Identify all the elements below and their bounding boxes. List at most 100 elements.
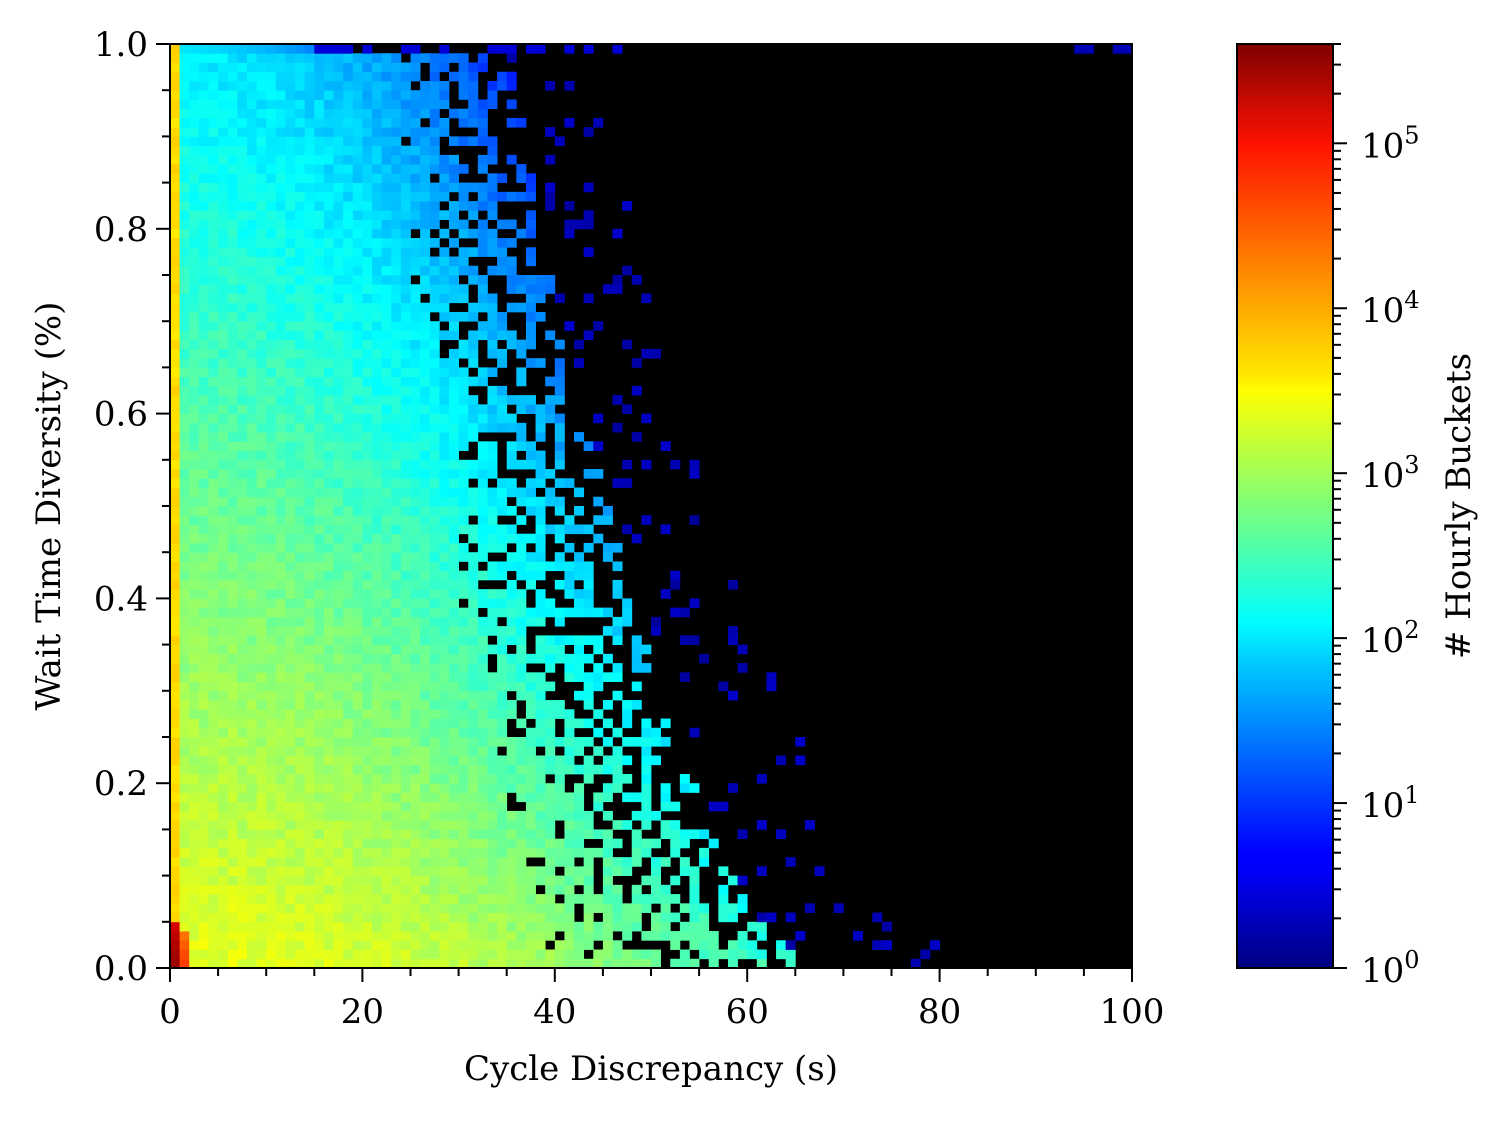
heatmap-cell bbox=[372, 635, 383, 645]
heatmap-cell bbox=[189, 524, 200, 535]
heatmap-cell bbox=[323, 117, 334, 128]
heatmap-cell bbox=[352, 894, 363, 904]
heatmap-cell bbox=[295, 589, 306, 599]
heatmap-cell bbox=[420, 783, 431, 793]
heatmap-cell bbox=[189, 847, 200, 858]
heatmap-cell bbox=[218, 90, 229, 100]
heatmap-cell bbox=[448, 238, 459, 248]
heatmap-cell bbox=[343, 247, 354, 257]
heatmap-cell bbox=[506, 395, 517, 405]
heatmap-cell bbox=[381, 302, 392, 313]
heatmap-cell bbox=[246, 469, 257, 479]
heatmap-cell bbox=[497, 700, 508, 710]
heatmap-cell bbox=[516, 228, 527, 239]
heatmap-cell bbox=[381, 496, 392, 507]
heatmap-cell bbox=[477, 524, 488, 535]
heatmap-cell bbox=[525, 182, 536, 193]
heatmap-cell bbox=[189, 764, 200, 775]
heatmap-cell bbox=[477, 681, 488, 692]
heatmap-cell bbox=[266, 524, 277, 535]
heatmap-cell bbox=[400, 792, 411, 803]
heatmap-cell bbox=[468, 616, 479, 627]
heatmap-cell bbox=[593, 117, 604, 128]
heatmap-cell bbox=[593, 958, 604, 969]
heatmap-cell bbox=[429, 422, 440, 433]
heatmap-cell bbox=[227, 644, 238, 655]
heatmap-cell bbox=[227, 413, 238, 424]
heatmap-cell bbox=[266, 903, 277, 913]
heatmap-cell bbox=[641, 293, 652, 304]
heatmap-cell bbox=[246, 663, 257, 673]
heatmap-cell bbox=[381, 681, 392, 692]
heatmap-cell bbox=[208, 53, 219, 63]
heatmap-cell bbox=[487, 746, 498, 756]
heatmap-cell bbox=[583, 773, 594, 784]
heatmap-cell bbox=[314, 348, 325, 359]
heatmap-cell bbox=[497, 829, 508, 840]
heatmap-cell bbox=[256, 293, 267, 304]
heatmap-cell bbox=[198, 866, 209, 876]
heatmap-cell bbox=[170, 598, 181, 609]
heatmap-cell bbox=[477, 903, 488, 913]
heatmap-cell bbox=[468, 746, 479, 756]
heatmap-cell bbox=[189, 395, 200, 405]
heatmap-cell bbox=[497, 931, 508, 941]
heatmap-cell bbox=[400, 894, 411, 904]
heatmap-cell bbox=[477, 700, 488, 710]
heatmap-cell bbox=[333, 746, 344, 756]
heatmap-cell bbox=[458, 931, 469, 941]
heatmap-cell bbox=[246, 931, 257, 941]
heatmap-cell bbox=[602, 626, 613, 636]
heatmap-cell bbox=[448, 478, 459, 488]
heatmap-cell bbox=[622, 339, 633, 350]
heatmap-cell bbox=[439, 496, 450, 507]
heatmap-cell bbox=[295, 164, 306, 174]
heatmap-cell bbox=[651, 348, 662, 359]
heatmap-cell bbox=[410, 681, 421, 692]
heatmap-cell bbox=[372, 616, 383, 627]
heatmap-cell bbox=[352, 681, 363, 692]
heatmap-cell bbox=[189, 469, 200, 479]
heatmap-cell bbox=[506, 672, 517, 682]
heatmap-cell bbox=[352, 912, 363, 923]
heatmap-cell bbox=[612, 275, 623, 285]
heatmap-cell bbox=[170, 90, 181, 100]
heatmap-cell bbox=[189, 515, 200, 525]
heatmap-cell bbox=[246, 228, 257, 239]
heatmap-cell bbox=[218, 838, 229, 849]
heatmap-cell bbox=[420, 746, 431, 756]
heatmap-cell bbox=[333, 385, 344, 396]
heatmap-cell bbox=[602, 875, 613, 886]
heatmap-cell bbox=[506, 616, 517, 627]
heatmap-cell bbox=[410, 367, 421, 378]
heatmap-cell bbox=[295, 450, 306, 461]
heatmap-cell bbox=[218, 607, 229, 618]
heatmap-cell bbox=[477, 644, 488, 655]
heatmap-cell bbox=[218, 182, 229, 193]
heatmap-cell bbox=[179, 792, 190, 803]
heatmap-cell bbox=[304, 450, 315, 461]
heatmap-cell bbox=[179, 515, 190, 525]
heatmap-cell bbox=[246, 700, 257, 710]
heatmap-cell bbox=[314, 515, 325, 525]
heatmap-cell bbox=[170, 681, 181, 692]
heatmap-cell bbox=[304, 99, 315, 110]
heatmap-cell bbox=[429, 265, 440, 276]
heatmap-cell bbox=[343, 376, 354, 387]
heatmap-cell bbox=[391, 154, 402, 165]
heatmap-cell bbox=[602, 838, 613, 849]
heatmap-cell bbox=[689, 894, 700, 904]
heatmap-cell bbox=[477, 496, 488, 507]
heatmap-cell bbox=[410, 459, 421, 470]
heatmap-cell bbox=[285, 727, 296, 738]
heatmap-cell bbox=[458, 191, 469, 202]
heatmap-cell bbox=[323, 672, 334, 682]
heatmap-cell bbox=[487, 792, 498, 803]
heatmap-cell bbox=[516, 847, 527, 858]
heatmap-cell bbox=[285, 857, 296, 867]
heatmap-cell bbox=[352, 321, 363, 331]
heatmap-cell bbox=[246, 709, 257, 719]
heatmap-cell bbox=[275, 894, 286, 904]
heatmap-cell bbox=[420, 921, 431, 932]
heatmap-cell bbox=[237, 552, 248, 562]
